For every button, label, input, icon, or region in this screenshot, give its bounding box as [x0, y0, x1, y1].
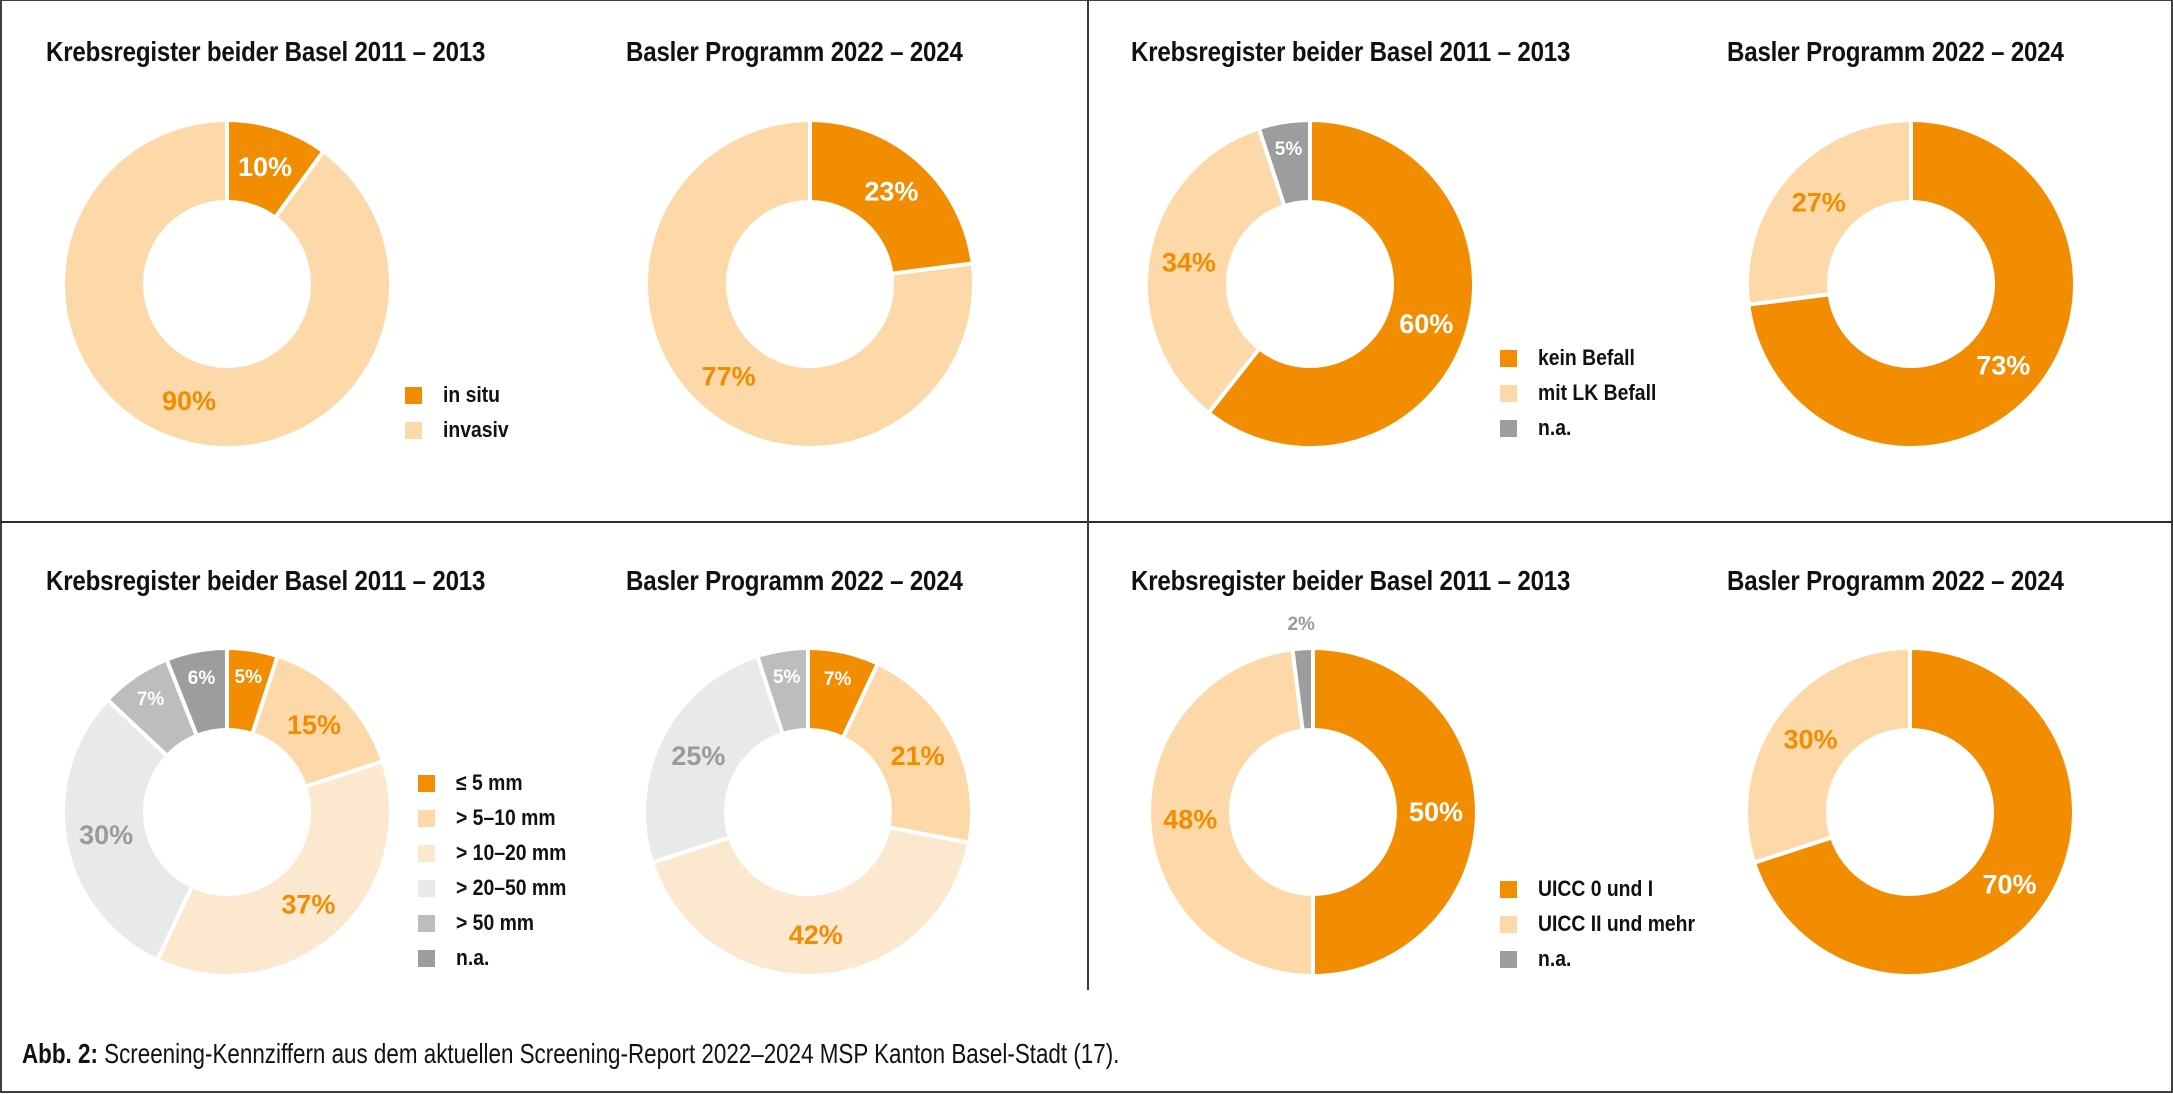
panel-4-title-program: Basler Programm 2022 – 2024 — [1727, 565, 2064, 596]
legend-label: UICC II und mehr — [1538, 911, 1696, 936]
donut-label-in-situ: 23% — [864, 177, 918, 207]
donut-label-n-a: 2% — [1287, 614, 1315, 635]
panel-divider-vertical-bottom — [1087, 522, 1089, 990]
donut-segment-uicc-ii-und-mehr — [1744, 645, 1912, 866]
legend-swatch-invasiv — [405, 422, 422, 439]
caption-text: Screening-Kennziffern aus dem aktuellen … — [97, 1038, 1120, 1069]
donut-chart-3: 60% 34% 5% — [1144, 117, 1476, 450]
donut-label-5-10-mm: 15% — [287, 710, 341, 740]
legend-swatch-5-10mm — [418, 810, 435, 827]
legend-label: > 20–50 mm — [456, 875, 567, 900]
donut-label-10-20-mm: 37% — [281, 889, 335, 919]
panel-3-title-registry: Krebsregister beider Basel 2011 – 2013 — [46, 565, 486, 596]
panel-1-title-program: Basler Programm 2022 – 2024 — [626, 36, 963, 67]
donut-label-mit-lk-befall: 34% — [1162, 248, 1216, 278]
legend-swatch-10-20mm — [418, 845, 435, 862]
donut-segment-kein-befall — [1746, 117, 2077, 450]
legend-label: > 5–10 mm — [456, 805, 556, 830]
donut-label-n-a: 5% — [1275, 139, 1303, 160]
legend-label: kein Befall — [1538, 345, 1635, 370]
legend-swatch-20-50mm — [418, 880, 435, 897]
legend-swatch-le-5mm — [418, 775, 435, 792]
donut-segment-uicc-ii-und-mehr — [1147, 647, 1315, 979]
donut-segment-n-a — [1256, 117, 1312, 209]
legend-swatch-na — [1500, 420, 1517, 437]
donut-label-uicc-0-und-i: 50% — [1409, 797, 1463, 827]
donut-chart-5: 5% 15% 37% 30% 7% 6% — [61, 645, 393, 978]
legend-swatch-uicc-ii-plus — [1500, 916, 1517, 933]
donut-label-in-situ: 10% — [238, 152, 292, 182]
legend-swatch-na — [418, 950, 435, 967]
legend-label: UICC 0 und I — [1538, 876, 1654, 901]
donut-label-mit-lk-befall: 27% — [1792, 188, 1846, 218]
donut-label-uicc-0-und-i: 70% — [1982, 869, 2036, 899]
donut-segment-kein-befall — [1205, 117, 1476, 450]
donut-chart-7: 50% 48% 2% — [1147, 614, 1479, 979]
donut-label-50-mm: 5% — [773, 667, 801, 688]
donut-segment-n-a — [1290, 645, 1315, 733]
donut-chart-4: 73% 27% — [1744, 117, 2077, 450]
donut-label-20-50-mm: 25% — [671, 741, 725, 771]
panel-2-title-registry: Krebsregister beider Basel 2011 – 2013 — [1131, 36, 1571, 67]
donut-label-uicc-ii-und-mehr: 48% — [1163, 805, 1217, 835]
legend-swatch-in-situ — [405, 387, 422, 404]
legend-label: > 10–20 mm — [456, 840, 567, 865]
legend-swatch-na — [1500, 951, 1517, 968]
donut-label-invasiv: 90% — [162, 386, 216, 416]
legend-label: in situ — [443, 382, 501, 407]
legend-label: ≤ 5 mm — [456, 770, 523, 795]
legend-swatch-kein-befall — [1500, 350, 1517, 367]
donut-segment-invasiv — [61, 117, 393, 450]
donut-segment-20-50-mm — [642, 653, 786, 866]
legend-swatch-uicc-0-i — [1500, 881, 1517, 898]
legend-swatch-mit-lk-befall — [1500, 385, 1517, 402]
donut-segment-uicc-0-und-i — [1311, 645, 1479, 979]
donut-label-kein-befall: 73% — [1976, 350, 2030, 380]
donut-label-invasiv: 77% — [702, 361, 756, 391]
donut-segment-uicc-0-und-i — [1751, 645, 2076, 978]
panel-4-title-registry: Krebsregister beider Basel 2011 – 2013 — [1131, 565, 1571, 596]
legend-label: invasiv — [443, 417, 509, 442]
legend-label: > 50 mm — [456, 910, 535, 935]
panel-divider-vertical-top — [1087, 0, 1089, 522]
panel-2-title-program: Basler Programm 2022 – 2024 — [1727, 36, 2064, 67]
legend-label: n.a. — [456, 945, 490, 970]
donut-segment-20-50-mm — [61, 696, 195, 964]
legend-label: mit LK Befall — [1538, 380, 1657, 405]
donut-segment-10-20-mm — [154, 758, 393, 978]
donut-label-5-mm: 5% — [235, 667, 263, 688]
figure-caption: Abb. 2: Screening-Kennziffern aus dem ak… — [22, 1038, 1119, 1070]
panel-1-title-registry: Krebsregister beider Basel 2011 – 2013 — [46, 36, 486, 67]
donut-label-n-a: 6% — [188, 668, 216, 689]
donut-segment-mit-lk-befall — [1744, 117, 1913, 307]
donut-label-20-50-mm: 30% — [79, 820, 133, 850]
donut-label-5-mm: 7% — [824, 669, 852, 690]
donut-segment-10-20-mm — [649, 825, 972, 978]
donut-segment-n-a — [164, 645, 229, 739]
panel-3-title-program: Basler Programm 2022 – 2024 — [626, 565, 963, 596]
donut-chart-2: 23% 77% — [644, 117, 976, 450]
legend-label: n.a. — [1538, 415, 1572, 440]
donut-label-10-20-mm: 42% — [789, 920, 843, 950]
donut-segment-50-mm — [754, 645, 810, 737]
panel-divider-horizontal — [0, 521, 2173, 523]
legend-label: n.a. — [1538, 946, 1572, 971]
donut-label-5-10-mm: 21% — [891, 741, 945, 771]
donut-segment-mit-lk-befall — [1144, 125, 1287, 416]
donut-chart-1: 10% 90% — [61, 117, 393, 450]
donut-chart-8: 70% 30% — [1744, 645, 2076, 978]
donut-label-50-mm: 7% — [137, 689, 165, 710]
donut-label-kein-befall: 60% — [1399, 309, 1453, 339]
legend-swatch-gt-50mm — [418, 915, 435, 932]
donut-chart-6: 7% 21% 42% 25% 5% — [642, 645, 974, 978]
donut-label-uicc-ii-und-mehr: 30% — [1783, 725, 1837, 755]
donut-segment-invasiv — [644, 117, 976, 450]
caption-lead: Abb. 2: — [22, 1038, 98, 1069]
donut-segment-5-10-mm — [840, 660, 974, 846]
donut-segment-in-situ — [808, 117, 975, 276]
